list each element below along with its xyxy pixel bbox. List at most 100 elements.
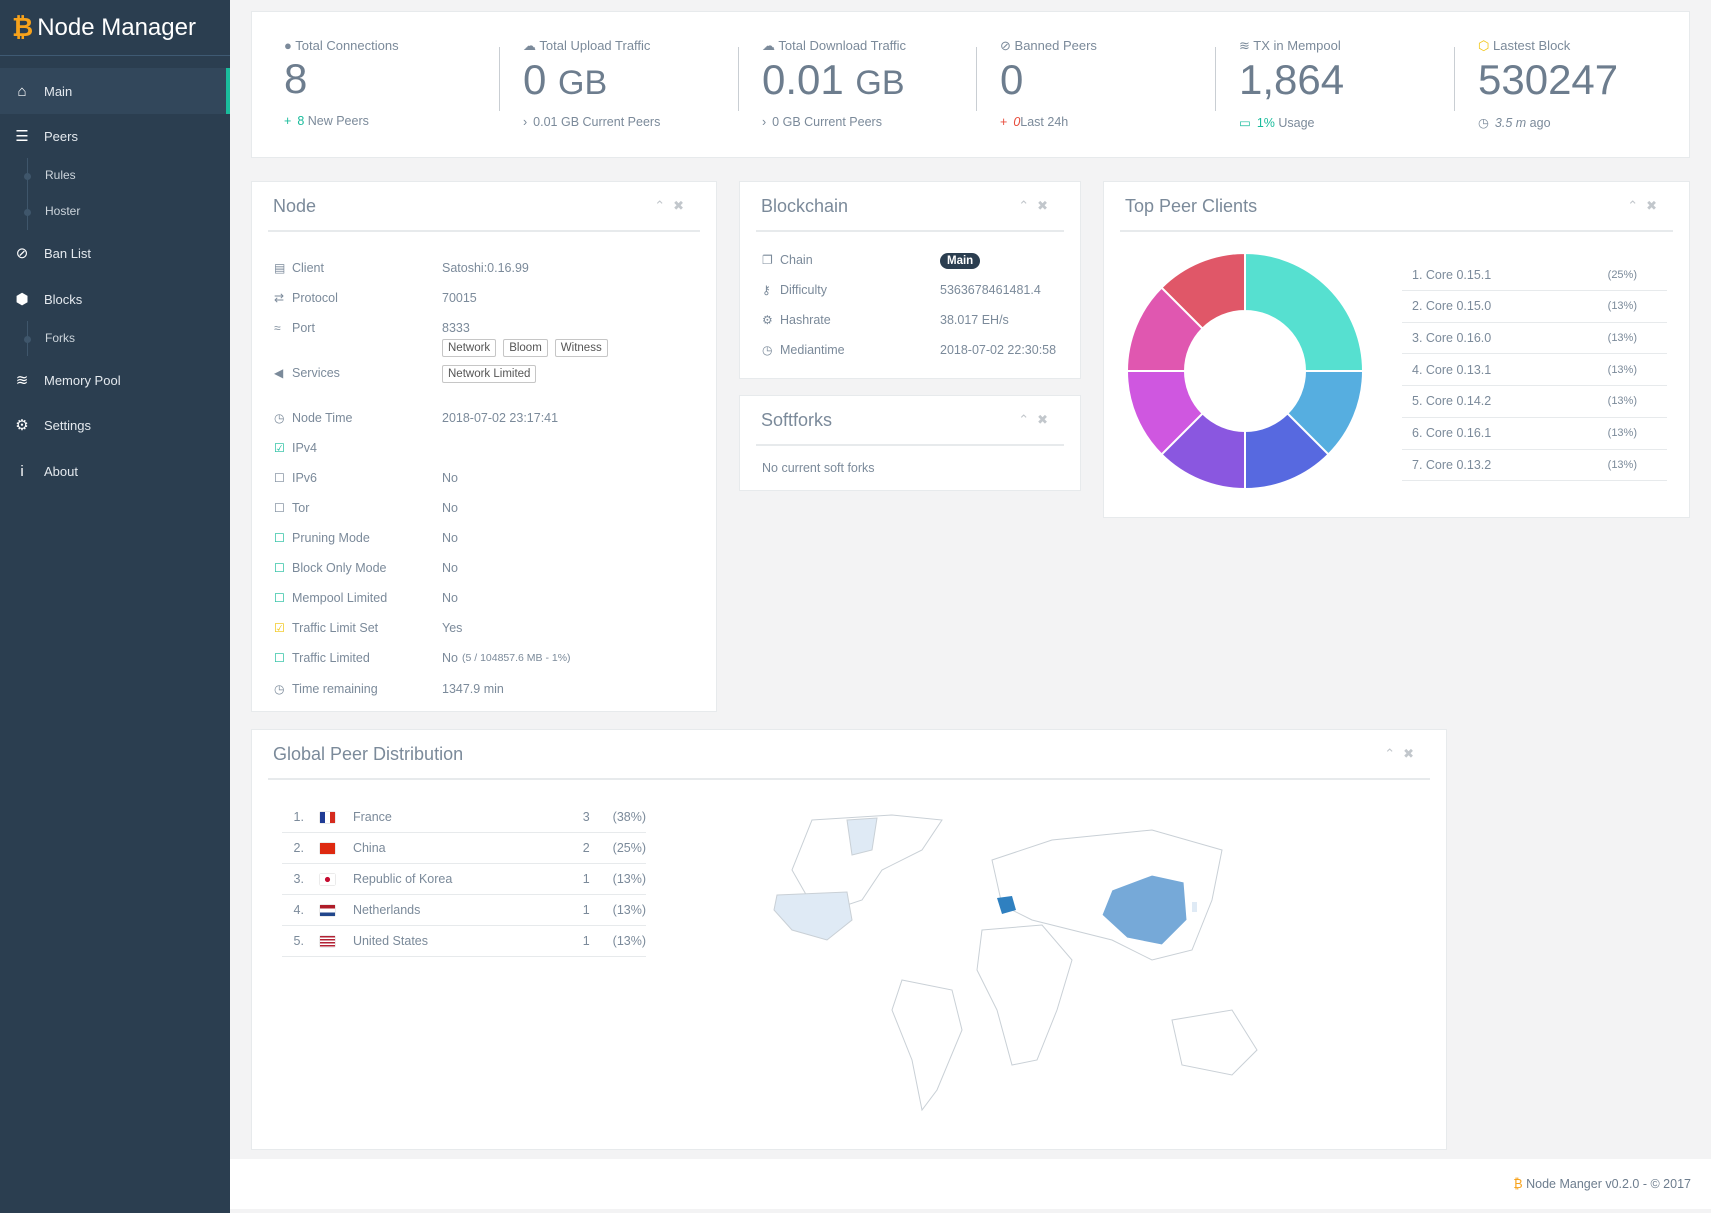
donut-slice-7[interactable] — [1160, 251, 1246, 330]
info-icon: i — [20, 462, 24, 480]
close-icon[interactable]: ✖ — [1037, 412, 1056, 427]
peer-clients-donut-chart — [1125, 251, 1365, 491]
country-rank: 3. — [293, 872, 304, 886]
collapse-icon[interactable]: ⌃ — [1018, 198, 1038, 213]
divider — [756, 230, 1064, 232]
divider — [499, 47, 500, 111]
legend-percent: (13%) — [1607, 395, 1637, 408]
gear-icon: ⚙ — [15, 417, 29, 434]
stats-panel: ● Total Connections 8 +8 New Peers ☁ Tota… — [251, 11, 1690, 158]
stat-value: 0 GB — [523, 56, 608, 103]
bitcoin-icon: ₿ — [1513, 1177, 1527, 1191]
node-value: No — [442, 591, 458, 605]
legend-percent: (25%) — [1607, 268, 1637, 281]
legend-item: 3. Core 0.16.0 (13%) — [1402, 322, 1667, 355]
node-value: No — [442, 561, 458, 575]
stat-label: ⊘ Banned Peers — [1000, 38, 1097, 53]
country-percent: (13%) — [612, 934, 646, 948]
country-count: 1 — [582, 872, 590, 886]
country-name: France — [352, 810, 392, 824]
node-row-services: ◀ Services — [274, 366, 340, 380]
checkbox-icon: ☐ — [274, 531, 285, 545]
stat-value: 1,864 — [1239, 56, 1345, 103]
legend-label: 3. Core 0.16.0 — [1412, 330, 1492, 345]
donut-slice-1[interactable] — [1244, 251, 1365, 372]
sidebar-item-ban-list[interactable]: ⊘ Ban List — [0, 243, 230, 263]
legend-percent: (13%) — [1607, 331, 1637, 344]
sidebar-item-settings[interactable]: ⚙ Settings — [0, 415, 230, 435]
stat-banned-peers: ⊘ Banned Peers 0 +0Last 24h — [1000, 38, 1200, 129]
sidebar-item-forks[interactable]: Forks — [45, 331, 75, 345]
close-icon[interactable]: ✖ — [1403, 746, 1422, 761]
flag-icon — [319, 935, 335, 947]
country-rank: 2. — [293, 841, 304, 855]
node-value: Yes — [442, 621, 463, 635]
legend-label: 2. Core 0.15.0 — [1412, 299, 1492, 314]
stat-label: ☁ Total Download Traffic — [762, 38, 907, 53]
difficulty-value: 5363678461481.4 — [940, 283, 1041, 297]
world-map[interactable] — [752, 810, 1312, 1130]
country-name: United States — [352, 934, 428, 948]
country-count: 1 — [582, 903, 590, 917]
blockchain-panel: Blockchain ⌃✖ ❐ Chain Main ⚷ Difficulty 53… — [739, 181, 1081, 379]
divider — [1215, 47, 1216, 111]
node-value: No (5 / 104857.6 MB - 1%) — [442, 651, 571, 665]
legend-item: 5. Core 0.14.2 (13%) — [1402, 386, 1667, 418]
panel-title: Blockchain — [761, 196, 849, 216]
node-row-tor: ☐ Tor — [274, 501, 310, 515]
sidebar-item-main[interactable]: ⌂ Main — [0, 68, 230, 114]
stat-total-download-traffic: ☁ Total Download Traffic 0.01 GB › 0 GB C… — [762, 38, 962, 129]
node-row-ipv4: ☑ IPv4 — [274, 441, 318, 455]
stat-footer: +0Last 24h — [1000, 115, 1069, 129]
exchange-icon: ⇄ — [274, 291, 285, 305]
stat-total-connections: ● Total Connections 8 +8 New Peers — [284, 38, 484, 128]
collapse-icon[interactable]: ⌃ — [654, 198, 674, 213]
country-percent: (38%) — [612, 810, 646, 824]
collapse-icon[interactable]: ⌃ — [1627, 198, 1647, 213]
flag-icon — [319, 904, 335, 916]
stat-label: ● Total Connections — [284, 38, 399, 53]
sidebar-item-hoster[interactable]: Hoster — [45, 204, 81, 218]
tree-line — [27, 158, 28, 230]
map-north-america — [791, 814, 943, 911]
services-tags: Network Bloom Witness Network Limited — [442, 339, 642, 383]
list-icon: ☰ — [15, 128, 29, 145]
sidebar-item-rules[interactable]: Rules — [45, 168, 76, 182]
panel-tools: ⌃✖ — [1384, 746, 1422, 762]
cube-icon: ⬢ — [15, 291, 29, 308]
divider — [976, 47, 977, 111]
country-name: Republic of Korea — [352, 872, 453, 886]
collapse-icon[interactable]: ⌃ — [1018, 412, 1038, 427]
panel-tools: ⌃✖ — [1018, 198, 1056, 214]
service-tag: Network — [442, 339, 497, 357]
stat-value: 0 — [1000, 56, 1024, 103]
country-rank: 4. — [293, 903, 304, 917]
stat-total-upload-traffic: ☁ Total Upload Traffic 0 GB › 0.01 GB Cur… — [523, 38, 723, 129]
legend-item: 4. Core 0.13.1 (13%) — [1402, 354, 1667, 387]
sidebar-item-peers[interactable]: ☰ Peers — [0, 126, 230, 146]
clock-icon: ◷ — [274, 682, 285, 696]
footer: ₿ Node Manger v0.2.0 - © 2017 — [230, 1159, 1711, 1209]
key-icon: ⚷ — [762, 283, 771, 297]
legend-percent: (13%) — [1607, 458, 1637, 471]
checkbox-icon: ☐ — [274, 561, 285, 575]
close-icon[interactable]: ✖ — [1646, 198, 1665, 213]
country-rank: 5. — [293, 934, 304, 948]
map-greenland — [846, 817, 878, 856]
close-icon[interactable]: ✖ — [1037, 198, 1056, 213]
sidebar-item-blocks[interactable]: ⬢ Blocks — [0, 289, 230, 309]
node-row-time-remaining: ◷ Time remaining — [274, 682, 378, 696]
stat-tx-in-mempool: ≋ TX in Mempool 1,864 ▭ 1% Usage — [1239, 38, 1439, 130]
node-row-protocol: ⇄ Protocol — [274, 291, 338, 305]
service-tag: Network Limited — [442, 365, 537, 383]
collapse-icon[interactable]: ⌃ — [1384, 746, 1404, 761]
legend-label: 6. Core 0.16.1 — [1412, 426, 1492, 440]
sidebar-item-about[interactable]: i About — [0, 461, 230, 481]
hashrate-row: ⚙ Hashrate — [762, 313, 831, 327]
brand[interactable]: ₿ Node Manager — [0, 0, 230, 56]
service-tag: Witness — [554, 339, 608, 357]
close-icon[interactable]: ✖ — [673, 198, 692, 213]
sidebar-item-memory-pool[interactable]: ≋ Memory Pool — [0, 370, 230, 390]
legend-item: 6. Core 0.16.1 (13%) — [1402, 418, 1667, 450]
node-value: 70015 — [442, 291, 477, 305]
